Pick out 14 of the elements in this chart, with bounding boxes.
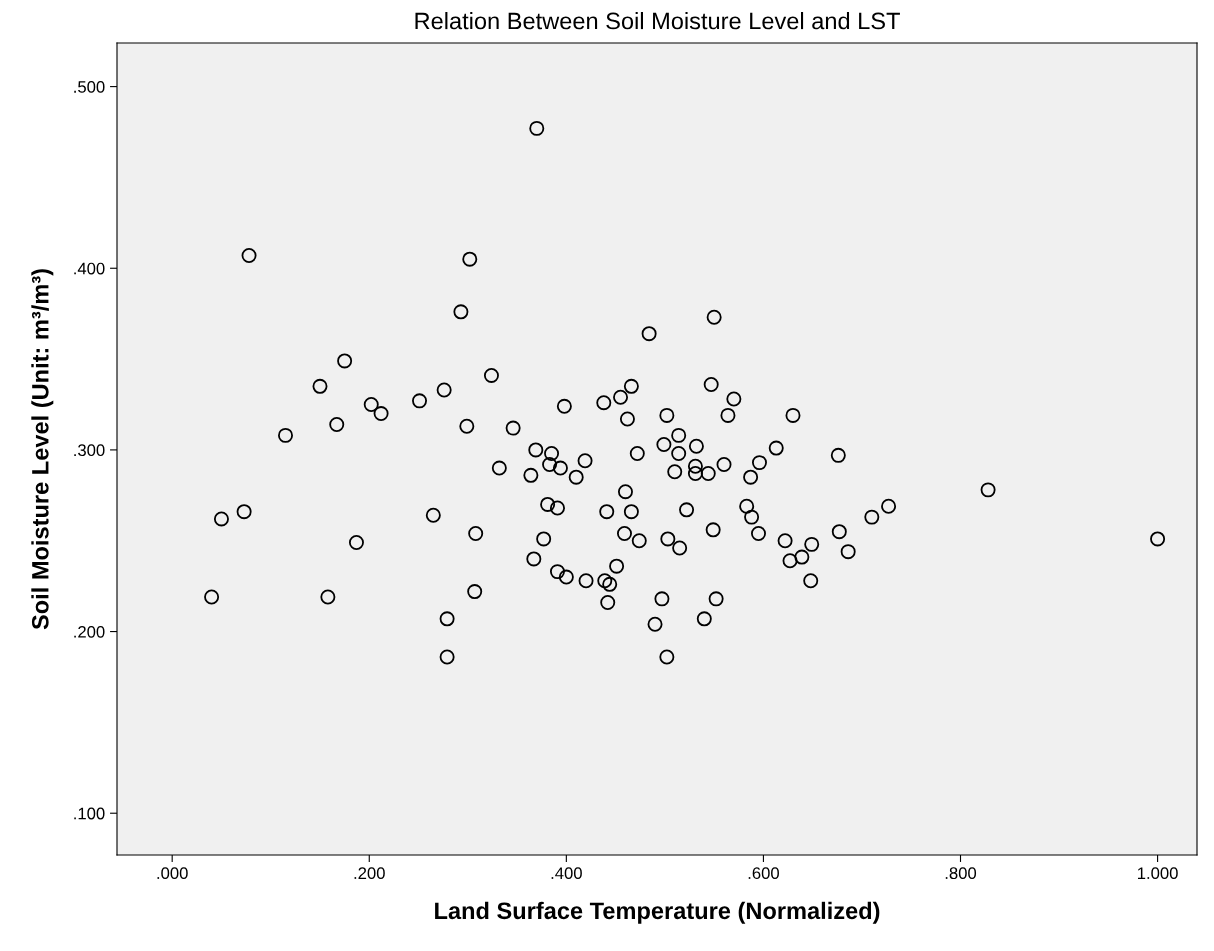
x-tick-label: .400 [551, 867, 582, 880]
y-tick-label: .100 [74, 807, 105, 820]
x-tick-label: .800 [945, 867, 977, 880]
chart-title: Relation Between Soil Moisture Level and LST [415, 12, 900, 30]
y-tick-label: .300 [74, 444, 105, 457]
y-tick-label: .400 [74, 262, 105, 275]
x-axis-title: Land Surface Temperature (Normalized) [435, 901, 880, 924]
x-tick-label: 1.000 [1138, 867, 1178, 880]
x-tick-label: .600 [748, 867, 779, 880]
x-tick-label: .200 [354, 867, 385, 880]
y-tick-label: .200 [74, 625, 105, 638]
y-axis-title: Soil Moisture Level (Unit: m³/m³) [31, 269, 54, 630]
y-tick-label: .500 [74, 81, 105, 93]
x-tick-label: .000 [157, 867, 188, 880]
